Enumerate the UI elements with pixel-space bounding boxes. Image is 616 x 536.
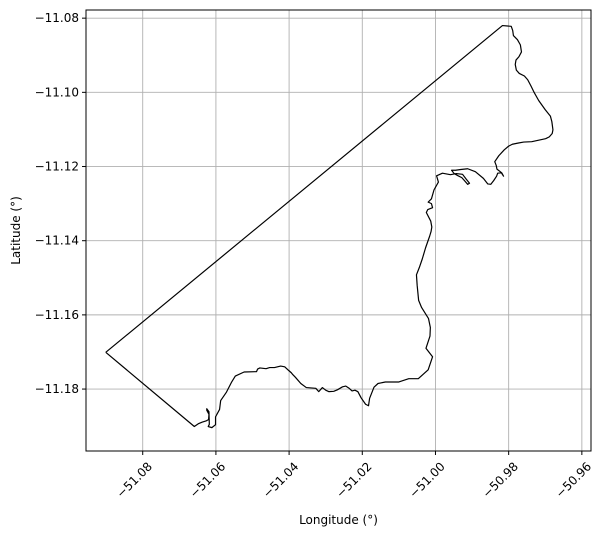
boundary-line <box>105 24 554 429</box>
y-tick-label: −11.10 <box>35 85 79 99</box>
y-tick-label: −11.12 <box>35 160 79 174</box>
y-tick-label: −11.18 <box>35 382 79 396</box>
gridlines <box>86 10 591 451</box>
y-tick-label: −11.14 <box>35 234 79 248</box>
axes-frame <box>85 9 592 452</box>
x-axis-label: Longitude (°) <box>299 513 378 527</box>
plot-area <box>105 24 554 429</box>
y-tick-label: −11.16 <box>35 308 79 322</box>
y-axis-ticks: −11.18 −11.16 −11.14 −11.12 −11.10 −11.08 <box>35 11 86 396</box>
y-tick-label: −11.08 <box>35 11 79 25</box>
y-axis-label: Latitude (°) <box>9 196 23 265</box>
